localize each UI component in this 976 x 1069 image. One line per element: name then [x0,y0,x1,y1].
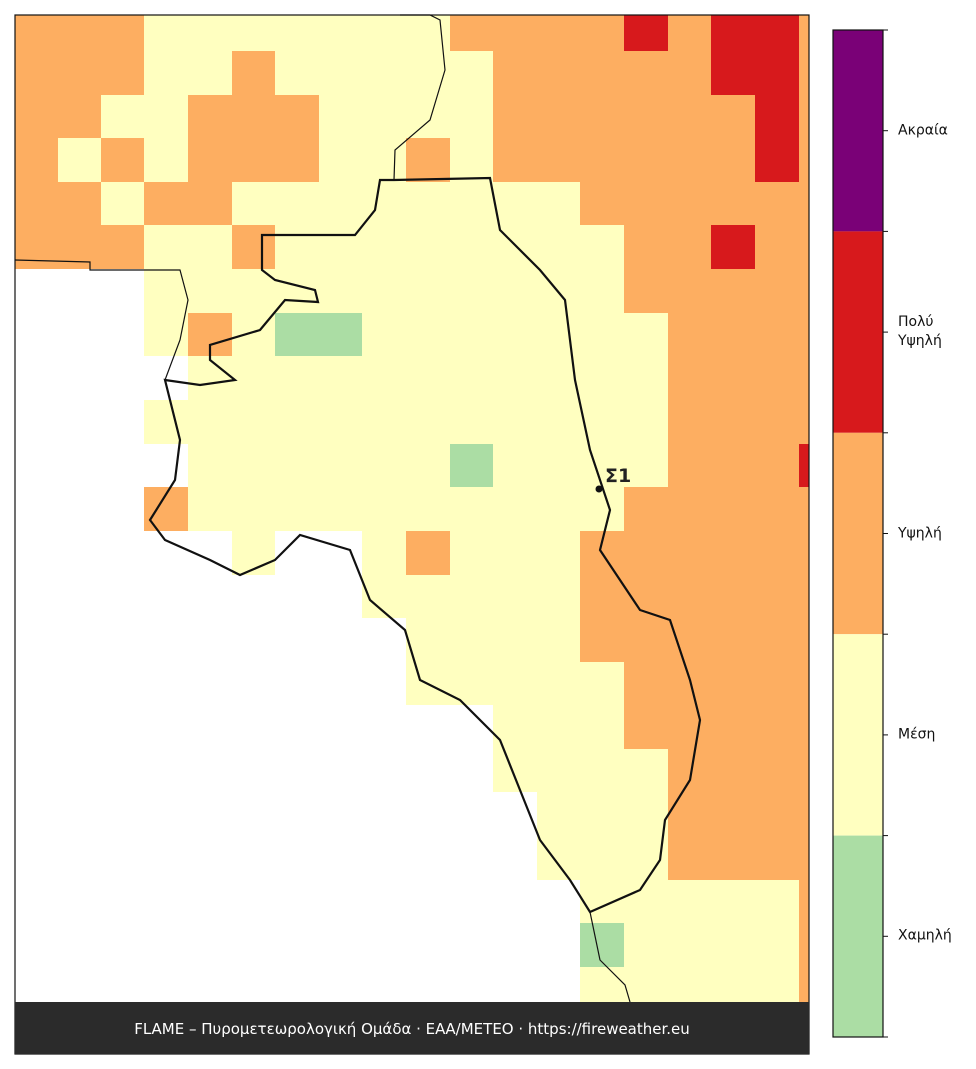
cells-very-high [624,15,809,487]
colorbar-segment [833,30,883,232]
station-marker [595,485,603,493]
colorbar-label: Υψηλή [898,525,942,541]
colorbar-segment [833,432,883,635]
footer-bar [15,1002,809,1054]
colorbar-label: Χαμηλή [898,927,952,944]
colorbar-label: Ακραία [898,122,948,139]
colorbar-segment [833,835,883,1037]
colorbar-frame [832,29,884,1038]
footer-text: FLAME – Πυρομετεωρολογική Ομάδα · ΕΑΑ/ME… [134,1020,690,1038]
sea [15,269,580,1002]
colorbar [832,29,888,1038]
colorbar-segment [833,634,883,836]
colorbar-segment [833,231,883,433]
colorbar-label: Μέση [898,726,936,743]
colorbar-label: Πολύ Υψηλή [898,314,942,350]
station-label: Σ1 [605,465,631,487]
boundary [148,176,702,914]
cells-low [275,313,624,967]
